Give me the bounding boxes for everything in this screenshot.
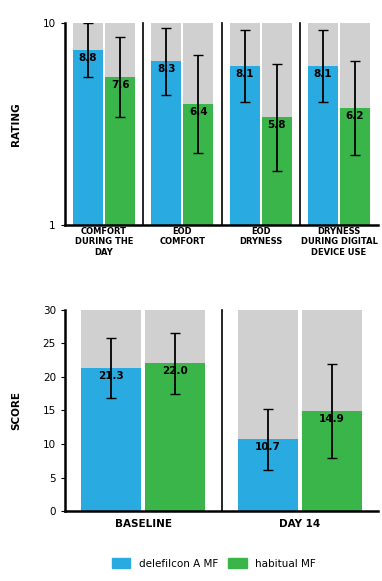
Bar	[73, 23, 103, 225]
Bar	[230, 66, 260, 225]
Bar	[302, 411, 362, 511]
Text: 8.8: 8.8	[79, 53, 97, 63]
Text: BASELINE: BASELINE	[115, 519, 172, 529]
Bar	[105, 77, 135, 225]
Text: 14.9: 14.9	[319, 414, 345, 424]
Bar	[262, 23, 292, 225]
Bar	[238, 310, 298, 511]
Text: DAY 14: DAY 14	[279, 519, 320, 529]
Text: 8.3: 8.3	[157, 64, 176, 74]
Bar	[340, 109, 370, 225]
Text: COMFORT
DURING THE
DAY: COMFORT DURING THE DAY	[75, 227, 133, 256]
Text: 7.6: 7.6	[111, 80, 129, 89]
Text: DRYNESS
DURING DIGITAL
DEVICE USE: DRYNESS DURING DIGITAL DEVICE USE	[301, 227, 377, 256]
Text: 10.7: 10.7	[255, 442, 281, 452]
Bar	[146, 310, 205, 511]
Bar	[183, 23, 214, 225]
Bar	[73, 50, 103, 225]
Text: SCORE: SCORE	[11, 391, 21, 430]
Bar	[146, 363, 205, 511]
Text: 21.3: 21.3	[98, 371, 124, 381]
Bar	[230, 23, 260, 225]
Bar	[183, 104, 214, 225]
Bar	[302, 310, 362, 511]
Bar	[151, 62, 181, 225]
Bar	[151, 23, 181, 225]
Bar	[238, 439, 298, 511]
Bar	[105, 23, 135, 225]
Text: EOD
DRYNESS: EOD DRYNESS	[239, 227, 282, 246]
Text: EOD
COMFORT: EOD COMFORT	[159, 227, 206, 246]
Text: 5.8: 5.8	[267, 120, 286, 130]
Bar	[308, 66, 338, 225]
Text: RATING: RATING	[11, 102, 21, 146]
Bar	[308, 23, 338, 225]
Bar	[81, 310, 141, 511]
Bar	[262, 117, 292, 225]
Bar	[81, 368, 141, 511]
Legend: delefilcon A MF, habitual MF: delefilcon A MF, habitual MF	[107, 554, 320, 573]
Bar	[340, 23, 370, 225]
Text: 22.0: 22.0	[162, 366, 188, 376]
Text: 8.1: 8.1	[235, 69, 254, 78]
Text: 8.1: 8.1	[314, 69, 332, 78]
Text: 6.4: 6.4	[189, 106, 208, 117]
Text: 6.2: 6.2	[346, 111, 364, 121]
